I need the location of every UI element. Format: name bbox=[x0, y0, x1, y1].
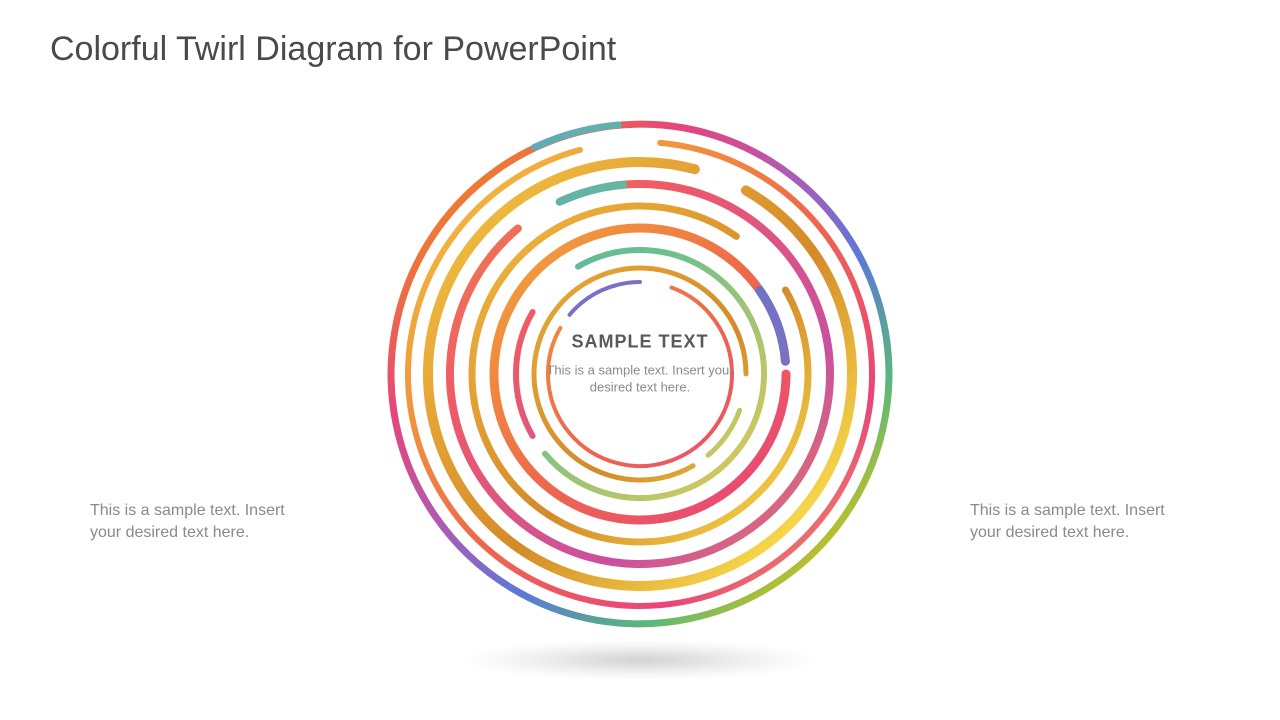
left-caption: This is a sample text. Insert your desir… bbox=[90, 500, 320, 545]
drop-shadow bbox=[460, 640, 820, 680]
center-heading: SAMPLE TEXT bbox=[540, 332, 740, 354]
center-text-block: SAMPLE TEXT This is a sample text. Inser… bbox=[540, 332, 740, 397]
right-caption: This is a sample text. Insert your desir… bbox=[970, 500, 1200, 545]
twirl-arc-10 bbox=[516, 312, 533, 436]
center-body: This is a sample text. Insert your desir… bbox=[540, 361, 740, 396]
twirl-arc-5 bbox=[560, 185, 624, 202]
slide-canvas: Colorful Twirl Diagram for PowerPoint SA… bbox=[0, 0, 1280, 720]
slide-title: Colorful Twirl Diagram for PowerPoint bbox=[50, 30, 616, 69]
twirl-diagram: SAMPLE TEXT This is a sample text. Inser… bbox=[380, 114, 900, 634]
